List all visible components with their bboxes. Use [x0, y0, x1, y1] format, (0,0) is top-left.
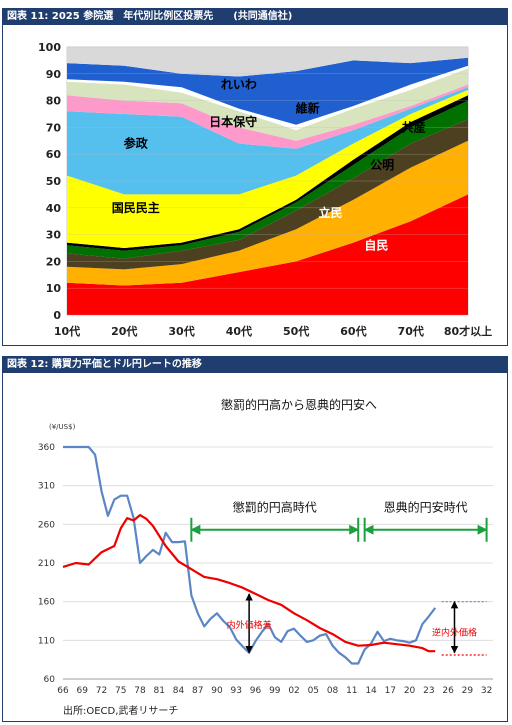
y-tick-label-9: 90 [46, 68, 62, 81]
x-tick-label-15: 11 [346, 686, 357, 696]
area-label-2: 日本保守 [209, 114, 257, 129]
area-label-8: 自民 [364, 237, 388, 252]
y-tick-label-6: 60 [46, 148, 62, 161]
y-tick-label-0: 0 [53, 309, 61, 322]
y-tick-label-6: 360 [38, 443, 55, 453]
y-tick-label-5: 310 [38, 482, 55, 492]
y-unit-label: (¥/US$) [49, 423, 76, 431]
chart-panel-2: 図表 12: 購買力平価とドル円レートの推移 懲罰的円高から恩典的円安へ (¥/U… [2, 356, 508, 722]
y-tick-label-3: 30 [46, 229, 62, 242]
x-tick-label-7: 80才以上 [444, 324, 492, 338]
x-tick-label-1: 20代 [111, 324, 137, 338]
area-label-6: 国民民主 [112, 200, 160, 215]
chart-panel-1: 図表 11: 2025 参院選 年代別比例区投票先 (共同通信社) 0 10 20 3… [2, 8, 508, 346]
x-tick-label-9: 93 [231, 686, 242, 696]
area-label-7: 立民 [319, 205, 343, 220]
area-series-6 [67, 87, 468, 195]
y-tick-label-10: 100 [38, 41, 61, 54]
x-tick-label-0: 66 [57, 686, 69, 696]
y-tick-label-8: 80 [46, 95, 62, 108]
x-tick-label-4: 78 [134, 686, 146, 696]
y-tick-label-5: 50 [46, 175, 62, 188]
x-tick-label-1: 69 [77, 686, 89, 696]
y-tick-label-4: 40 [46, 202, 62, 215]
x-tick-label-5: 60代 [340, 324, 366, 338]
x-tick-label-3: 75 [115, 686, 126, 696]
x-tick-label-19: 23 [423, 686, 434, 696]
area-label-1: 維新 [296, 101, 320, 116]
x-tick-label-22: 32 [481, 686, 492, 696]
area-label-0: れいわ [221, 78, 257, 92]
y-tick-label-0: 60 [44, 675, 56, 685]
y-tick-label-2: 160 [38, 598, 55, 608]
x-tick-label-3: 40代 [226, 324, 252, 338]
x-tick-label-8: 90 [211, 686, 223, 696]
chart-1-header: 図表 11: 2025 参院選 年代別比例区投票先 (共同通信社) [3, 9, 507, 25]
area-series-8 [67, 68, 468, 141]
x-tick-label-7: 87 [192, 686, 203, 696]
y-tick-label-2: 20 [46, 255, 62, 268]
area-label-3: 参政 [124, 135, 149, 150]
y-tick-label-7: 70 [46, 121, 62, 134]
x-tick-label-6: 84 [173, 686, 185, 696]
source-note: 出所:OECD,武者リサーチ [63, 706, 179, 717]
chart-1-svg: 0 10 20 30 40 50 60 70 80 90 100 10代 20代 30代 40代 50代 60代… [38, 41, 492, 338]
x-tick-label-13: 05 [308, 686, 319, 696]
y-tick-label-1: 110 [38, 636, 55, 646]
x-tick-label-18: 20 [404, 686, 416, 696]
chart-2-svg: 懲罰的円高から恩典的円安へ (¥/US$) 60 110 160 210 260 310 360… [38, 397, 493, 696]
x-tick-label-2: 72 [96, 686, 107, 696]
gap-label-0: 内外価格差 [227, 619, 272, 631]
span-label-0: 懲罰的円高時代 [233, 500, 317, 515]
x-tick-label-0: 10代 [54, 324, 80, 338]
span-label-1: 恩典的円安時代 [384, 500, 468, 515]
chart-2-header: 図表 12: 購買力平価とドル円レートの推移 [3, 357, 507, 373]
area-series-7 [67, 84, 468, 149]
chart-2-title: 懲罰的円高から恩典的円安へ [221, 397, 377, 412]
x-tick-label-10: 96 [250, 686, 262, 696]
x-tick-label-5: 81 [154, 686, 165, 696]
x-tick-label-17: 17 [385, 686, 396, 696]
x-tick-label-21: 29 [462, 686, 474, 696]
x-tick-label-11: 99 [269, 686, 281, 696]
y-tick-label-1: 10 [46, 282, 62, 295]
gap-label-1: 逆内外価格 [432, 627, 477, 639]
area-series-1 [67, 140, 468, 286]
y-tick-label-3: 210 [38, 559, 55, 569]
x-tick-label-4: 50代 [283, 324, 309, 338]
area-label-4: 共産 [402, 119, 426, 134]
area-series-9 [67, 65, 468, 131]
area-series-10 [67, 57, 468, 125]
x-tick-label-14: 08 [327, 686, 339, 696]
x-tick-label-20: 26 [442, 686, 454, 696]
x-tick-label-16: 14 [365, 686, 377, 696]
area-label-5: 公明 [370, 158, 394, 172]
x-tick-label-6: 70代 [398, 324, 424, 338]
x-tick-label-2: 30代 [168, 324, 194, 338]
area-series-11 [67, 47, 468, 77]
line-series-1 [62, 514, 436, 653]
area-series-5 [67, 89, 468, 249]
area-series-0 [67, 194, 468, 315]
area-series-2 [67, 119, 468, 270]
x-tick-label-12: 02 [288, 686, 299, 696]
y-tick-label-4: 260 [38, 520, 55, 530]
